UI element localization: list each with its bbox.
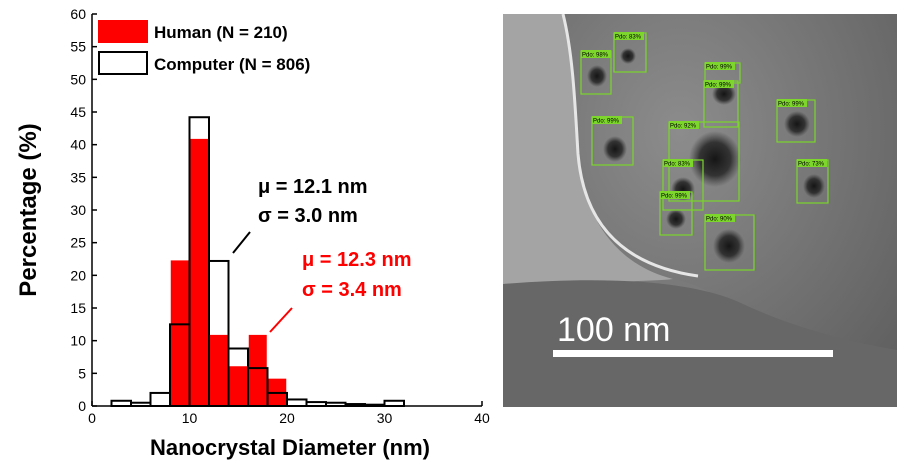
detection-label-bg — [592, 116, 622, 124]
computer-bar — [110, 399, 132, 408]
computer-bar — [383, 399, 405, 408]
nanoparticle — [587, 65, 607, 87]
human-bar — [227, 364, 249, 407]
human-bar — [188, 137, 210, 407]
nanoparticle — [713, 229, 745, 263]
computer-annotation-pointer — [232, 231, 251, 254]
detection-label-bg — [797, 159, 827, 167]
computer-mean-text: μ = 12.1 nm — [258, 176, 368, 198]
detection-boxes: Pdo: 98% Pdo: 83% Pdo: 99% Pdo: 99% Pdo: 99%… — [580, 32, 829, 271]
y-tick-label: 45 — [70, 104, 86, 120]
detection-box: Pdo: 99% — [703, 80, 739, 128]
detection-label-bg — [705, 214, 735, 222]
legend: Human (N = 210) Computer (N = 806) — [98, 20, 310, 75]
lower-film-band — [503, 280, 897, 407]
detection-box: Pdo: 83% — [662, 159, 704, 211]
detection-label: Pdo: 99% — [706, 65, 733, 71]
y-tick-label: 30 — [70, 202, 86, 218]
y-tick-label: 25 — [70, 235, 86, 251]
tem-micrograph: Pdo: 98% Pdo: 83% Pdo: 99% Pdo: 99% Pdo: 99%… — [503, 14, 897, 407]
y-tick-label: 55 — [70, 39, 86, 55]
detection-label: Pdo: 90% — [706, 217, 733, 223]
detection-label-bg — [705, 62, 735, 70]
tick-labels: 0 5 10 15 20 25 30 35 40 45 50 55 60 0 10 20 30 40 — [70, 6, 490, 426]
detection-label-bg — [663, 159, 693, 167]
y-tick-label: 15 — [70, 300, 86, 316]
scale-bar-line — [553, 350, 833, 357]
detection-label: Pdo: 99% — [705, 83, 732, 89]
legend-swatch-human — [98, 20, 148, 43]
detection-box: Pdo: 99% — [591, 116, 634, 166]
human-bar — [247, 333, 269, 407]
detection-label-bg — [669, 121, 699, 129]
hole-region — [503, 14, 673, 284]
y-tick-label: 10 — [70, 333, 86, 349]
detection-box: Pdo: 99% — [776, 99, 816, 143]
nanoparticle — [689, 131, 741, 187]
detection-label: Pdo: 73% — [798, 162, 825, 168]
human-sigma-text: σ = 3.4 nm — [302, 279, 402, 301]
detection-label-bg — [777, 99, 807, 107]
scale-bar-label: 100 nm — [557, 311, 670, 349]
y-tick-label: 50 — [70, 71, 86, 87]
computer-stats-annotation: μ = 12.1 nm σ = 3.0 nm — [232, 176, 368, 254]
detection-label: Pdo: 92% — [670, 124, 697, 130]
human-bar — [169, 258, 191, 407]
nanoparticle — [620, 48, 636, 64]
scale-bar: 100 nm — [553, 311, 833, 357]
detection-label: Pdo: 98% — [582, 53, 609, 59]
histogram-chart: 0 5 10 15 20 25 30 35 40 45 50 55 60 0 10 20 30 40 Percen… — [15, 6, 490, 460]
detection-label: Pdo: 83% — [664, 162, 691, 168]
legend-label-computer: Computer (N = 806) — [154, 55, 310, 74]
computer-bar — [286, 398, 308, 408]
nanoparticle — [784, 111, 810, 137]
y-tick-label: 60 — [70, 6, 86, 22]
film-edge — [561, 14, 699, 278]
legend-label-human: Human (N = 210) — [154, 23, 288, 42]
x-tick-label: 0 — [88, 410, 96, 426]
computer-sigma-text: σ = 3.0 nm — [258, 205, 358, 227]
x-axis-label: Nanocrystal Diameter (nm) — [150, 435, 430, 460]
x-tick-label: 20 — [279, 410, 295, 426]
y-tick-label: 5 — [78, 365, 86, 381]
detection-box: Pdo: 73% — [796, 159, 829, 204]
detection-label: Pdo: 99% — [593, 119, 620, 125]
x-tick-label: 10 — [182, 410, 198, 426]
detection-label-bg — [614, 32, 644, 40]
human-bar — [208, 333, 230, 407]
detection-label-bg — [660, 191, 690, 199]
nanoparticles — [587, 48, 825, 263]
nanoparticle — [803, 174, 825, 198]
nanoparticle — [666, 209, 686, 229]
detection-box: Pdo: 99% — [659, 191, 693, 236]
computer-bar — [149, 391, 171, 407]
detection-label: Pdo: 99% — [778, 102, 805, 108]
detection-box: Pdo: 83% — [613, 32, 647, 73]
detection-label: Pdo: 99% — [661, 194, 688, 200]
human-stats-annotation: μ = 12.3 nm σ = 3.4 nm — [269, 249, 412, 333]
nanoparticle — [712, 83, 736, 105]
human-mean-text: μ = 12.3 nm — [302, 249, 412, 271]
detection-label: Pdo: 83% — [615, 35, 642, 41]
detection-box: Pdo: 90% — [704, 214, 755, 271]
detection-box: Pdo: 98% — [580, 50, 612, 95]
detection-label-bg — [581, 50, 611, 58]
y-tick-label: 35 — [70, 169, 86, 185]
y-tick-label: 0 — [78, 398, 86, 414]
detection-label-bg — [704, 80, 734, 88]
x-tick-label: 40 — [474, 410, 490, 426]
x-tick-label: 30 — [377, 410, 393, 426]
y-axis-label: Percentage (%) — [15, 123, 42, 296]
y-tick-label: 20 — [70, 267, 86, 283]
axes — [91, 13, 483, 407]
human-annotation-pointer — [269, 307, 293, 333]
legend-swatch-computer — [98, 51, 148, 75]
carbon-film-region — [563, 14, 897, 407]
nanoparticle — [603, 136, 627, 162]
y-tick-label: 40 — [70, 137, 86, 153]
